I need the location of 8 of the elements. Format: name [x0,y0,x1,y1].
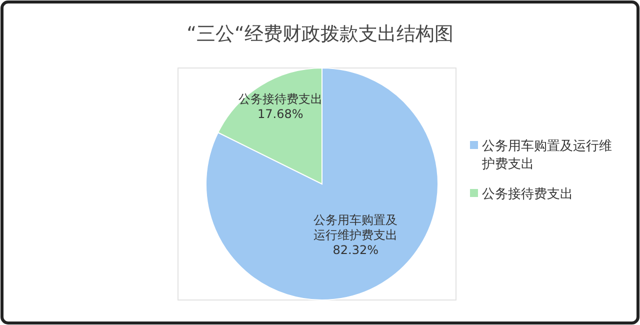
slice-label: 公务用车购置及运行维护费支出 [314,213,398,242]
legend-label: 公务接待费支出 [482,187,573,202]
data-label: 17.68% [258,106,304,121]
data-label: 82.32% [332,243,379,258]
slice-label: 公务接待费支出 [238,92,322,106]
pie-slice [206,68,438,300]
legend-label: 公务用车购置及运行维护费支出 [481,139,612,172]
chart-title: “三公“经费财政拨款支出结构图 [186,23,454,45]
